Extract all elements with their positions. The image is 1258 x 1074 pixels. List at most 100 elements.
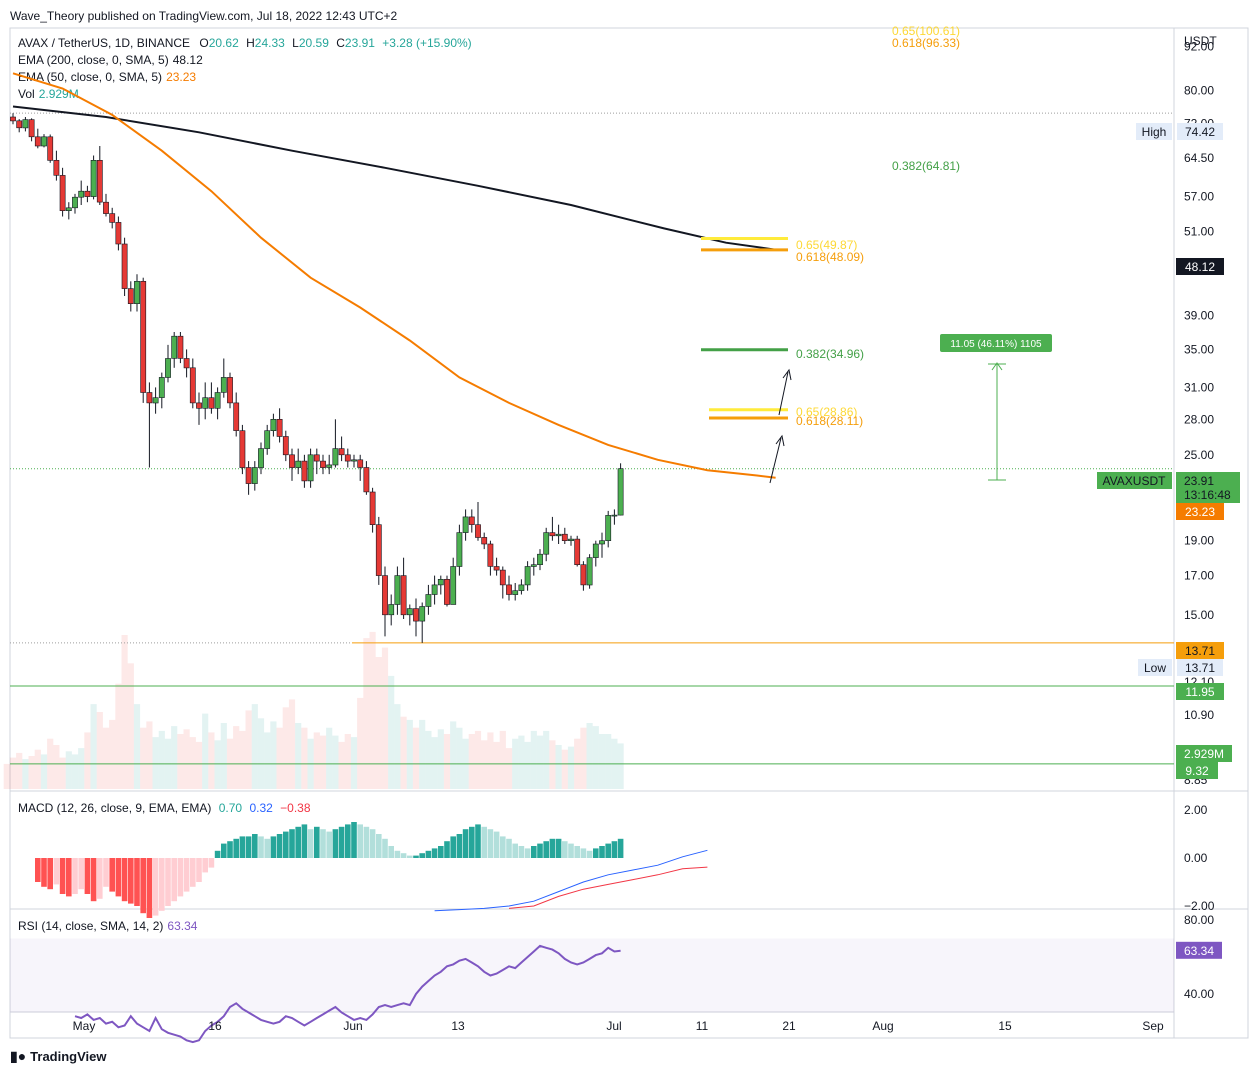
candle-body-3 bbox=[28, 119, 35, 138]
vol-badge bbox=[1176, 745, 1232, 762]
macd-hist-bar-77 bbox=[512, 843, 518, 858]
time-tick-2: Jun bbox=[343, 1019, 362, 1033]
ema50-legend[interactable]: EMA (50, close, 0, SMA, 5) 23.23 bbox=[18, 70, 196, 84]
macd-hist-bar-9 bbox=[90, 858, 97, 902]
fib-label-mid-0618: 0.618(48.09) bbox=[796, 250, 864, 264]
macd-line-value: 0.32 bbox=[249, 801, 273, 815]
price-tick-16: 10.90 bbox=[1184, 708, 1214, 722]
last-price-value: 23.91 bbox=[1184, 474, 1214, 488]
time-tick-4: Jul bbox=[606, 1019, 621, 1033]
candle-body-87 bbox=[549, 532, 556, 537]
candle-body-29 bbox=[189, 367, 196, 404]
candle-body-21 bbox=[140, 280, 147, 393]
volume-bar-68 bbox=[425, 730, 432, 789]
price-tick-13: 17.00 bbox=[1184, 569, 1214, 583]
macd-hist-bar-39 bbox=[276, 834, 283, 858]
candle-body-28 bbox=[183, 358, 190, 369]
ema50-line bbox=[12, 72, 776, 479]
candle-body-82 bbox=[518, 584, 525, 591]
macd-hist-bar-53 bbox=[363, 826, 370, 858]
macd-hist-bar-36 bbox=[258, 836, 264, 858]
macd-hist-bar-93 bbox=[611, 841, 618, 858]
volume-bar-50 bbox=[313, 732, 320, 789]
macd-hist-bar-69 bbox=[462, 829, 469, 858]
candle-body-54 bbox=[344, 454, 351, 462]
macd-hist-bar-32 bbox=[233, 838, 239, 858]
ema200-badge bbox=[1176, 258, 1224, 275]
candles bbox=[10, 113, 624, 643]
price-tick-0: 92.00 bbox=[1184, 40, 1214, 54]
candle-body-12 bbox=[84, 190, 91, 197]
volume-bar-94 bbox=[586, 723, 593, 789]
arrow-1-head bbox=[775, 434, 785, 447]
candle-body-27 bbox=[177, 335, 184, 359]
volume-bar-72 bbox=[450, 721, 457, 789]
candle-body-2 bbox=[22, 119, 29, 129]
macd-hist-bar-28 bbox=[208, 858, 215, 868]
candle-body-26 bbox=[171, 335, 178, 359]
macd-hist-bar-80 bbox=[531, 846, 537, 858]
vol-legend[interactable]: Vol 2.929M bbox=[18, 87, 79, 101]
candle-body-78 bbox=[493, 566, 500, 571]
candle-body-31 bbox=[202, 397, 209, 409]
volume-bar-11 bbox=[71, 754, 79, 789]
rsi-tick-2: 40.00 bbox=[1184, 987, 1214, 1001]
volume-bar-64 bbox=[400, 716, 407, 789]
candle-body-92 bbox=[580, 564, 587, 586]
macd-pane: 2.00 0.00 −2.00 bbox=[35, 803, 1215, 918]
high-label: High bbox=[1142, 125, 1167, 139]
tradingview-logo[interactable]: ▮● TradingView bbox=[10, 1048, 107, 1065]
macd-hist-bar-48 bbox=[332, 829, 339, 858]
candle-body-93 bbox=[586, 557, 593, 586]
ohlc-high: 24.33 bbox=[254, 36, 285, 50]
candle-body-55 bbox=[351, 459, 357, 462]
tradingview-icon: ▮● bbox=[10, 1048, 27, 1064]
candle-body-70 bbox=[444, 578, 450, 605]
macd-signal-value: −0.38 bbox=[280, 801, 311, 815]
volume-bar-97 bbox=[605, 734, 612, 789]
volume-bar-9 bbox=[59, 757, 66, 789]
macd-hist-bar-22 bbox=[171, 858, 177, 902]
volume-bar-47 bbox=[295, 723, 302, 789]
macd-hist-bar-10 bbox=[97, 858, 103, 899]
symbol-title[interactable]: AVAX / TetherUS, 1D, BINANCE bbox=[18, 36, 191, 50]
arrow-2-shaft bbox=[778, 371, 789, 416]
volume-bar-15 bbox=[96, 712, 103, 789]
candle-body-20 bbox=[134, 280, 140, 304]
volume-bar-33 bbox=[208, 732, 215, 789]
volume-bar-35 bbox=[220, 723, 227, 789]
candle-body-33 bbox=[214, 392, 221, 409]
volume-bar-69 bbox=[431, 737, 438, 789]
macd-legend[interactable]: MACD (12, 26, close, 9, EMA, EMA) 0.70 0… bbox=[18, 801, 311, 815]
price-tick-9: 31.00 bbox=[1184, 380, 1214, 394]
macd-hist-bar-62 bbox=[419, 853, 425, 858]
macd-hist-bar-57 bbox=[388, 846, 394, 858]
fib-label-top-065: 0.65(100.61) bbox=[892, 24, 960, 38]
ema50-value: 23.23 bbox=[166, 70, 197, 84]
macd-hist-bar-72 bbox=[481, 826, 487, 858]
time-axis[interactable]: May 16 Jun 13 Jul 11 21 Aug 15 Sep bbox=[73, 1019, 1164, 1033]
rsi-label: RSI (14, close, SMA, 14, 2) bbox=[18, 919, 164, 933]
candle-body-4 bbox=[34, 136, 41, 147]
measure-text: 11.05 (46.11%) 1105 bbox=[950, 339, 1042, 350]
volume-bar-38 bbox=[239, 730, 246, 789]
candle-body-42 bbox=[270, 418, 277, 431]
rsi-value-badge bbox=[1176, 941, 1222, 959]
fib-lines bbox=[701, 236, 788, 420]
candle-body-5 bbox=[41, 136, 47, 147]
macd-tick-2: −2.00 bbox=[1184, 899, 1215, 913]
volume-bar-63 bbox=[394, 704, 401, 789]
volume-bar-31 bbox=[195, 741, 203, 789]
low-label: Low bbox=[1144, 661, 1166, 675]
candle-body-60 bbox=[382, 575, 388, 616]
vol-value: 2.929M bbox=[38, 87, 79, 101]
rsi-legend[interactable]: RSI (14, close, SMA, 14, 2) 63.34 bbox=[18, 919, 197, 933]
macd-tick-1: 0.00 bbox=[1184, 851, 1208, 865]
candle-body-66 bbox=[419, 606, 426, 622]
time-tick-0: May bbox=[73, 1019, 96, 1033]
ema200-legend[interactable]: EMA (200, close, 0, SMA, 5) 48.12 bbox=[18, 53, 203, 67]
measure-tool[interactable]: 11.05 (46.11%) 1105 bbox=[940, 334, 1052, 481]
ohlc-close: 23.91 bbox=[344, 36, 375, 50]
volume-bar-13 bbox=[84, 732, 91, 789]
